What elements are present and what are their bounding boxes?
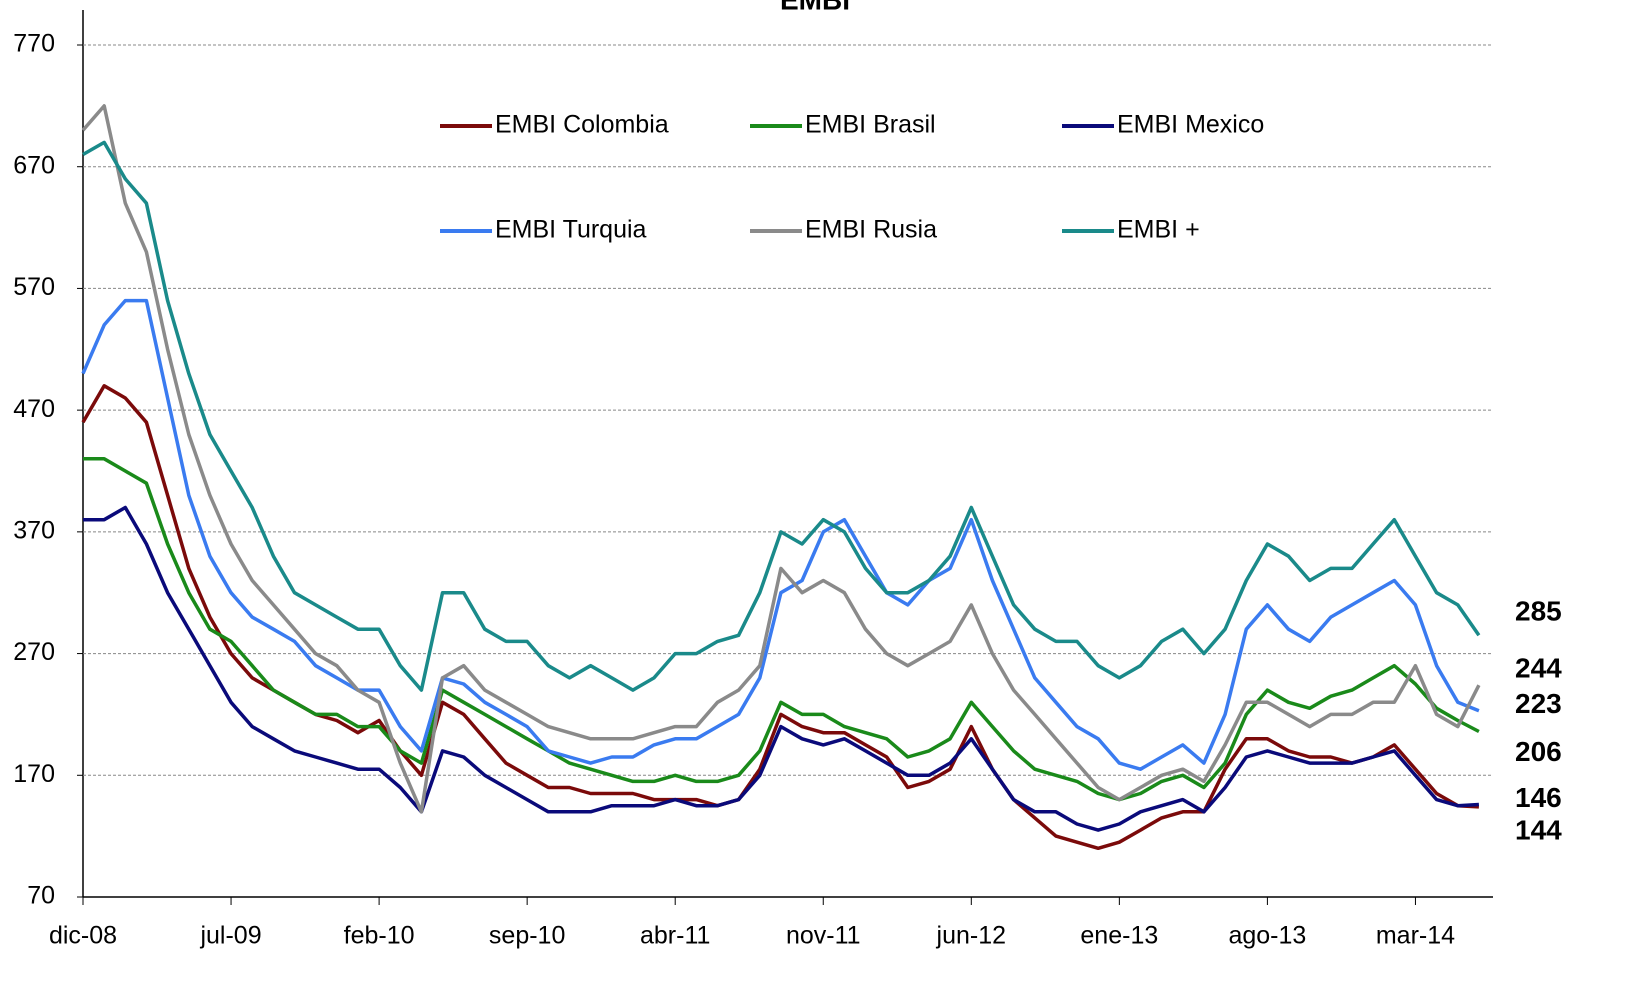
line-series	[81, 298, 1480, 771]
end-label: 206	[1515, 736, 1562, 767]
end-label: 223	[1515, 688, 1562, 719]
y-tick-label: 470	[13, 395, 55, 423]
end-label: 244	[1515, 653, 1562, 684]
x-tick-label: sep-10	[489, 922, 565, 950]
x-tick-label: dic-08	[49, 922, 117, 950]
line-series	[83, 457, 1480, 802]
line-series	[83, 505, 1479, 832]
end-label: 144	[1515, 814, 1562, 845]
y-tick-label: 770	[13, 30, 55, 58]
x-tick-label: jun-12	[936, 922, 1007, 950]
x-tick-label: nov-11	[786, 922, 861, 950]
legend-label: EMBI Rusia	[805, 216, 937, 244]
x-tick-label: ago-13	[1228, 922, 1306, 950]
end-label: 146	[1515, 782, 1562, 813]
chart-title: EMBI	[780, 0, 850, 15]
line-series	[81, 384, 1479, 851]
y-tick-label: 370	[13, 516, 55, 544]
x-tick-label: mar-14	[1376, 922, 1455, 950]
legend-label: EMBI Mexico	[1117, 111, 1264, 139]
legend-label: EMBI +	[1117, 216, 1200, 244]
x-tick-label: ene-13	[1080, 922, 1158, 950]
y-tick-label: 270	[13, 638, 55, 666]
line-series	[81, 104, 1481, 814]
x-tick-label: feb-10	[344, 922, 415, 950]
y-tick-label: 170	[13, 760, 55, 788]
end-label: 285	[1515, 596, 1562, 627]
legend-label: EMBI Colombia	[495, 111, 669, 139]
legend-label: EMBI Turquia	[495, 216, 647, 244]
y-tick-label: 670	[13, 151, 55, 179]
legend-label: EMBI Brasil	[805, 111, 936, 139]
y-tick-label: 570	[13, 273, 55, 301]
x-tick-label: jul-09	[199, 922, 261, 950]
line-series	[82, 140, 1481, 692]
x-tick-label: abr-11	[640, 922, 710, 950]
y-tick-label: 70	[27, 882, 55, 910]
